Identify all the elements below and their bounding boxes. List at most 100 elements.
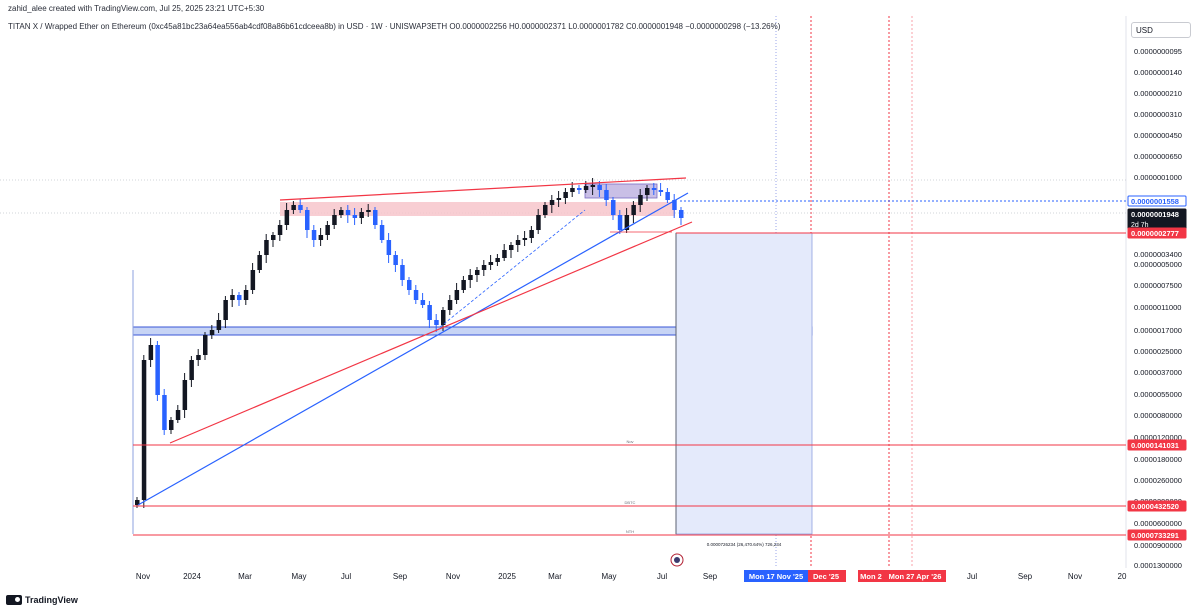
time-tick-label: 2025: [498, 572, 516, 581]
blue-dashed-trendline: [439, 209, 586, 328]
candle-up: [291, 205, 296, 210]
candle-up: [570, 188, 575, 192]
price-tick-label: 0.0000055000: [1134, 390, 1182, 399]
price-tick-label: 0.0000007500: [1134, 281, 1182, 290]
candle-up: [135, 500, 140, 505]
symbol-info-line: TITAN X / Wrapped Ether on Ethereum (0xc…: [8, 22, 781, 31]
price-label-text: 0.0000001948: [1131, 210, 1179, 219]
time-axis[interactable]: Nov 2024 Mar May Jul Sep Nov 2025 Mar May Jul Sep Mo…: [136, 570, 1127, 582]
candle-down: [352, 215, 358, 218]
time-tick-label: 2024: [183, 572, 201, 581]
price-tick-label: 0.0000000310: [1134, 110, 1182, 119]
candle-up: [475, 270, 480, 275]
time-label-box: [858, 570, 884, 582]
price-label-text: 0.0000002777: [1131, 229, 1179, 238]
us-flag-icon-center: [674, 557, 680, 563]
price-tick-label: 0.0000600000: [1134, 519, 1182, 528]
price-tick-label: 0.0000900000: [1134, 541, 1182, 550]
time-tick-label: Nov: [1068, 572, 1082, 581]
currency-selector[interactable]: USD: [1131, 22, 1191, 38]
time-tick-label: Mar: [548, 572, 562, 581]
price-tick-label: 0.0000017000: [1134, 326, 1182, 335]
price-label-box: [1127, 439, 1187, 451]
candle-up: [556, 198, 562, 200]
candle-up: [461, 280, 466, 290]
price-label-text: 0.0000432520: [1131, 502, 1179, 511]
time-tick-label: May: [291, 572, 306, 581]
candle-down: [311, 230, 317, 240]
resistance-zone: [280, 202, 675, 216]
candle-down: [427, 305, 432, 320]
candle-up: [257, 255, 262, 270]
candle-down: [379, 225, 385, 240]
candle-up: [203, 335, 208, 355]
tradingview-logo-icon: [6, 595, 22, 605]
time-tick-label: Jul: [967, 572, 977, 581]
candle-up: [250, 270, 256, 290]
candle-up: [543, 205, 548, 215]
price-tick-label: 0.0000001000: [1134, 173, 1182, 182]
candle-up: [264, 240, 269, 255]
candle-up: [563, 192, 568, 198]
price-tick-label: 0.0000000650: [1134, 152, 1182, 161]
price-tick-label: 0.0000005000: [1134, 260, 1182, 269]
candle-down: [413, 290, 419, 300]
candle-up: [502, 250, 507, 258]
fib-level-label: Nov: [626, 439, 633, 444]
candle-up: [243, 290, 249, 300]
candle-up: [223, 300, 228, 320]
candle-up: [468, 275, 473, 280]
time-tick-label: Nov: [136, 572, 150, 581]
price-tick-label: 0.0000000210: [1134, 89, 1182, 98]
candle-down: [658, 190, 664, 192]
candle-down: [155, 345, 160, 395]
candle-down: [611, 200, 616, 215]
price-tick-label: 0.0000003400: [1134, 250, 1182, 259]
candle-up: [549, 200, 555, 205]
time-tick-label: 20: [1118, 572, 1127, 581]
price-tick-label: 0.0000120000: [1134, 433, 1182, 442]
candle-up: [522, 238, 528, 240]
top-range-box: [584, 183, 658, 199]
price-tick-label: 0.0000000140: [1134, 68, 1182, 77]
candle-up: [216, 320, 222, 330]
candle-down: [651, 188, 657, 190]
time-label-box: [808, 570, 846, 582]
price-tick-label: 0.0000180000: [1134, 455, 1182, 464]
price-tick-label: 0.0000260000: [1134, 476, 1182, 485]
candle-up: [230, 295, 235, 300]
chart-background: [0, 16, 1199, 568]
candle-down: [577, 188, 582, 190]
time-tick-label: Sep: [1018, 572, 1033, 581]
time-label-box: [744, 570, 808, 582]
candle-up: [441, 310, 446, 325]
price-tick-label: 0.0000025000: [1134, 347, 1182, 356]
target-projection-box: [675, 232, 813, 535]
measure-label: 0.0000726234 (26,470.64%) 726,234: [707, 542, 782, 547]
time-tick-label: Sep: [703, 572, 718, 581]
candle-down: [597, 185, 602, 190]
candle-up: [325, 225, 330, 235]
price-label-box: [1127, 195, 1187, 207]
candle-down: [407, 280, 412, 290]
time-label: Mon 27 Apr '26: [889, 572, 942, 581]
trendline-drawings[interactable]: Nov DBTC NTH 0.0000726234 (26,470.64%) 726,…: [133, 177, 1126, 567]
price-tick-label: 0.0000037000: [1134, 368, 1182, 377]
price-axis[interactable]: 0.0000000095 0.0000000140 0.0000000210 0.00…: [1127, 47, 1187, 570]
candle-up: [488, 262, 494, 265]
candle-up: [284, 210, 290, 225]
candle-up: [169, 420, 174, 430]
price-label-text: 0.0000733291: [1131, 531, 1179, 540]
candle-up: [583, 186, 589, 190]
candle-up: [454, 290, 460, 300]
candle-down: [386, 240, 392, 255]
price-tick-label: 0.0000011000: [1134, 303, 1181, 312]
blue-support-trendline: [137, 192, 689, 506]
price-label-text: 0.0000001558: [1131, 197, 1179, 206]
candle-down: [393, 255, 398, 265]
candle-up: [359, 212, 364, 218]
candle-up: [638, 195, 643, 205]
candle-up: [148, 345, 154, 360]
candle-up: [536, 215, 541, 230]
